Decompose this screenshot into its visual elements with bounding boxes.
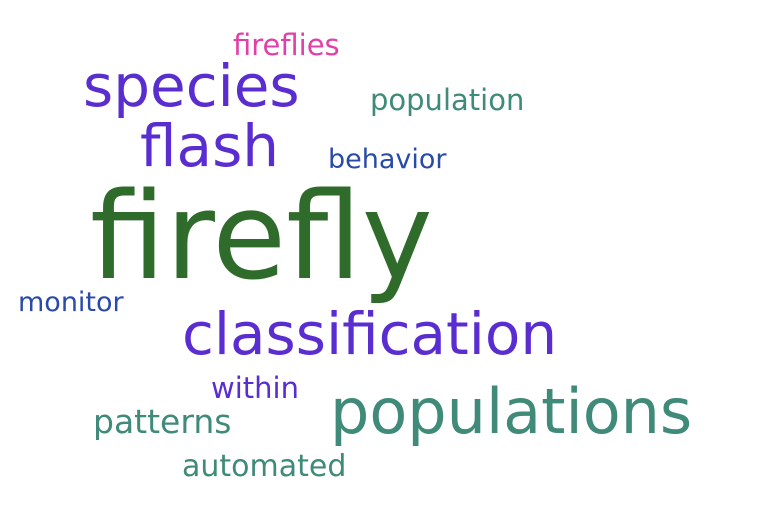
- word-flash: flash: [140, 112, 280, 180]
- word-populations: populations: [330, 375, 693, 448]
- word-patterns: patterns: [93, 402, 232, 441]
- word-firefly: firefly: [90, 168, 433, 307]
- word-behavior: behavior: [328, 144, 447, 175]
- word-within: within: [211, 371, 299, 405]
- word-automated: automated: [182, 449, 347, 484]
- word-monitor: monitor: [18, 287, 124, 318]
- word-species: species: [83, 52, 300, 120]
- word-population: population: [370, 83, 525, 117]
- word-fireflies: fireflies: [233, 28, 340, 62]
- word-classification: classification: [182, 300, 558, 368]
